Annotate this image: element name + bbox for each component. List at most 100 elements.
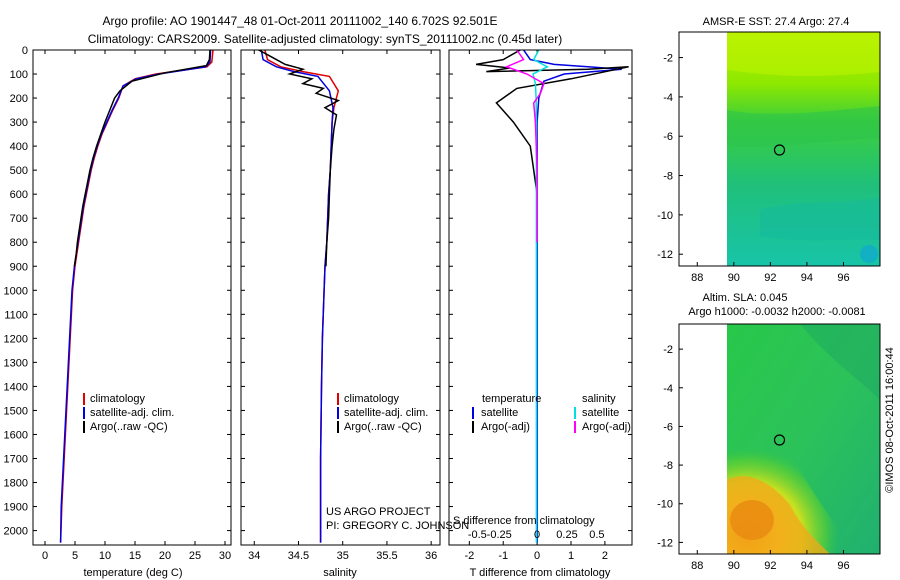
- sla-map-frame: [678, 323, 881, 555]
- x-tick-label: 15: [129, 550, 141, 562]
- sst-warm-band: [727, 32, 880, 76]
- sst-map-title: AMSR-E SST: 27.4 Argo: 27.4: [703, 16, 850, 28]
- y-tick-label: 200: [10, 93, 28, 105]
- legend-label-satellite: satellite-adj. clim.: [344, 407, 428, 419]
- x-tick-label: 35: [337, 550, 349, 562]
- x-tick-label: 0: [534, 550, 540, 562]
- map-x-tick-label: 90: [728, 272, 740, 284]
- temperature-axis: 0 5 10 15 20 25 30: [42, 50, 231, 562]
- figure-subtitle: Climatology: CARS2009. Satellite-adjuste…: [88, 32, 562, 46]
- series-line-satellite-adj-clim-: [59, 50, 212, 543]
- salinity-axes-frame: [240, 49, 441, 546]
- sst-mid-band: [727, 106, 880, 147]
- x-tick-label: 25: [189, 550, 201, 562]
- legend-label-t-satellite: satellite: [481, 407, 518, 419]
- difference-depth-ticks: [449, 49, 632, 532]
- s-tick-label: 0.5: [589, 529, 604, 541]
- temperature-axes-frame: [32, 49, 232, 546]
- s-tick-label: 0.25: [556, 529, 577, 541]
- y-tick-label: 700: [10, 213, 28, 225]
- x-tick-label: 10: [99, 550, 111, 562]
- s-difference-axis: -0.5 -0.25 0 0.25 0.5: [468, 529, 605, 541]
- legend-title-temperature: temperature: [482, 393, 541, 405]
- difference-legend: temperature salinity satellite Argo(-adj…: [472, 393, 631, 433]
- legend-label-t-argo: Argo(-adj): [481, 421, 530, 433]
- project-pi: PI: GREGORY C. JOHNSON: [326, 520, 469, 532]
- x-tick-label: 2: [602, 550, 608, 562]
- y-tick-label: 300: [10, 117, 28, 129]
- x-tick-label: 34: [248, 550, 260, 562]
- y-tick-label: 500: [10, 165, 28, 177]
- map-x-tick-label: 90: [728, 560, 740, 572]
- salinity-lines: [258, 50, 341, 543]
- sst-map-frame: [678, 31, 881, 267]
- difference-axes-frame: [448, 49, 633, 546]
- difference-panel: -2 -1 0 1 2 temperature salinity satellite A…: [448, 49, 633, 579]
- series-line-s-argo-adj-: [504, 50, 545, 243]
- map-y-tick-label: -8: [663, 171, 673, 183]
- y-tick-label: 1100: [4, 309, 28, 321]
- salinity-xlabel: salinity: [323, 567, 357, 579]
- y-tick-label: 900: [10, 261, 28, 273]
- map-y-tick-label: -4: [663, 92, 673, 104]
- y-tick-label: 400: [10, 141, 28, 153]
- legend-label-climatology: climatology: [344, 393, 400, 405]
- legend-label-satellite: satellite-adj. clim.: [90, 407, 174, 419]
- y-tick-label: 2000: [4, 526, 28, 538]
- y-tick-label: 0: [22, 45, 28, 57]
- legend-label-argo: Argo(..raw -QC): [90, 421, 168, 433]
- copyright-stamp: ©IMOS 08-Oct-2011 16:00:44: [884, 347, 896, 492]
- x-tick-label: -2: [464, 550, 474, 562]
- series-line-climatology: [59, 50, 214, 543]
- t-difference-xlabel: T difference from climatology: [470, 567, 611, 579]
- x-tick-label: 34.5: [288, 550, 309, 562]
- map-x-tick-label: 96: [837, 560, 849, 572]
- y-tick-label: 1700: [4, 453, 28, 465]
- series-line-satellite-adj-clim-: [260, 50, 334, 543]
- x-tick-label: 20: [159, 550, 171, 562]
- series-line-climatology: [264, 50, 340, 543]
- y-tick-label: 1500: [4, 405, 28, 417]
- argo-float-marker: [773, 434, 786, 446]
- y-tick-label: 1600: [4, 429, 28, 441]
- difference-lines: [475, 50, 629, 543]
- sla-low-region: [800, 324, 880, 400]
- sla-map-title: Altim. SLA: 0.045: [703, 292, 788, 304]
- legend-label-s-satellite: satellite: [582, 407, 619, 419]
- sst-map-panel: AMSR-E SST: 27.4 Argo: 27.4 88 90 92 94 96 -2…: [657, 16, 881, 284]
- argo-float-marker: [773, 144, 786, 156]
- y-tick-label: 1000: [4, 285, 28, 297]
- map-y-tick-label: -12: [657, 537, 673, 549]
- sst-map-axes: 88 90 92 94 96 -2 -4 -6 -8 -10 -12: [657, 53, 849, 284]
- sst-cold-spot: [860, 245, 878, 263]
- salinity-legend: climatology satellite-adj. clim. Argo(..…: [337, 393, 428, 433]
- series-line-t-argo-adj-: [475, 50, 629, 195]
- map-x-tick-label: 92: [764, 272, 776, 284]
- x-tick-label: 36: [425, 550, 437, 562]
- temperature-panel: 0100200300400500600700800900100011001200…: [4, 45, 232, 579]
- x-tick-label: 30: [219, 550, 231, 562]
- series-line-argo-raw-qc-: [73, 50, 211, 267]
- sla-map-subtitle: Argo h1000: -0.0032 h2000: -0.0081: [688, 306, 865, 318]
- map-y-tick-label: -2: [663, 344, 673, 356]
- x-tick-label: 1: [568, 550, 574, 562]
- legend-label-s-argo: Argo(-adj): [582, 421, 631, 433]
- sla-map-axes: 88 90 92 94 96 -2 -4 -6 -8 -10 -12: [657, 344, 849, 572]
- y-tick-label: 600: [10, 189, 28, 201]
- s-tick-label: -0.5: [468, 529, 487, 541]
- sst-cool-patch: [760, 198, 880, 241]
- y-tick-label: 1400: [4, 381, 28, 393]
- sla-peak: [730, 500, 774, 540]
- y-tick-label: 1200: [4, 333, 28, 345]
- y-tick-label: 800: [10, 237, 28, 249]
- series-line-t-satellite: [522, 50, 622, 543]
- map-y-tick-label: -10: [657, 499, 673, 511]
- series-line-s-satellite: [532, 50, 549, 543]
- legend-title-salinity: salinity: [582, 393, 616, 405]
- map-y-tick-label: -12: [657, 249, 673, 261]
- salinity-depth-ticks: [241, 49, 440, 532]
- s-tick-label: 0: [534, 529, 540, 541]
- temperature-xlabel: temperature (deg C): [83, 567, 182, 579]
- figure-title: Argo profile: AO 1901447_48 01-Oct-2011 …: [103, 14, 498, 28]
